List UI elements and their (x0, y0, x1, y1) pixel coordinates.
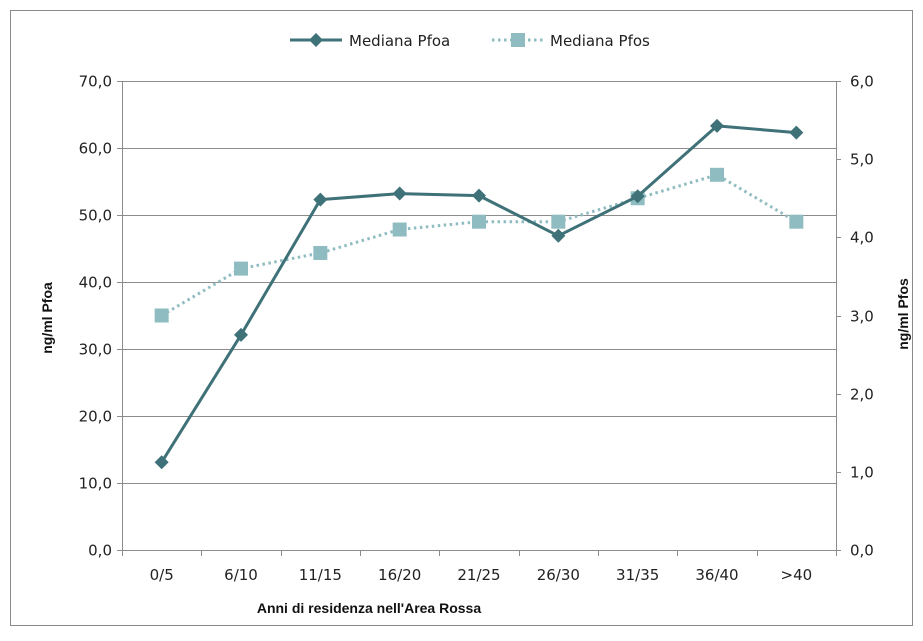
right-tick-label: 2,0 (850, 386, 874, 404)
legend-item-mediana-pfos: Mediana Pfos (492, 32, 650, 50)
data-point (234, 327, 248, 342)
data-point (234, 261, 248, 276)
left-tick-label: 20,0 (79, 408, 112, 426)
left-tick-label: 0,0 (88, 542, 112, 560)
series-mediana-pfos (154, 167, 804, 323)
x-tick-label: 31/35 (616, 566, 659, 584)
data-point (789, 125, 804, 140)
y-axis-title-left: ng/ml Pfoa (39, 282, 55, 354)
series-mediana-pfoa (154, 118, 804, 470)
x-tick-label: >40 (781, 566, 813, 584)
data-point (710, 118, 724, 133)
x-tick-label: 11/15 (299, 566, 342, 584)
data-point (472, 188, 486, 203)
right-tick-label: 1,0 (850, 464, 874, 482)
data-point (551, 228, 566, 243)
right-tick-label: 3,0 (850, 308, 874, 326)
x-tick-label: 36/40 (695, 566, 738, 584)
data-point (154, 455, 169, 470)
right-axis-ticks: 0,0 1,0 2,0 3,0 4,0 5,0 6,0 (836, 73, 874, 560)
legend-label: Mediana Pfoa (349, 32, 450, 50)
x-tick-label: 16/20 (378, 566, 421, 584)
series-layer (154, 118, 804, 470)
data-point (472, 214, 486, 229)
data-point (154, 308, 169, 323)
x-axis-title: Anni di residenza nell'Area Rossa (257, 600, 482, 616)
x-tick-label: 0/5 (150, 566, 174, 584)
x-tick-label: 6/10 (224, 566, 258, 584)
right-tick-label: 6,0 (850, 73, 874, 91)
data-point (630, 189, 645, 204)
legend-item-mediana-pfoa: Mediana Pfoa (290, 32, 450, 50)
right-tick-label: 4,0 (850, 229, 874, 247)
legend-label: Mediana Pfos (550, 32, 650, 50)
data-point (313, 245, 328, 260)
data-point (313, 192, 328, 207)
legend: Mediana Pfoa Mediana Pfos (290, 32, 650, 50)
legend-swatch-marker (309, 33, 323, 47)
right-tick-label: 5,0 (850, 151, 874, 169)
series-line (160, 173, 798, 317)
left-tick-label: 40,0 (79, 274, 112, 292)
data-point (392, 222, 407, 237)
chart-border (10, 10, 913, 626)
left-tick-label: 50,0 (79, 207, 112, 225)
legend-swatch-marker (511, 33, 525, 47)
left-tick-label: 60,0 (79, 140, 112, 158)
left-tick-label: 30,0 (79, 341, 112, 359)
y-axis-title-right: ng/ml Pfos (895, 278, 911, 350)
data-point (789, 214, 804, 229)
left-tick-label: 70,0 (79, 73, 112, 91)
right-tick-label: 0,0 (850, 542, 874, 560)
left-axis-ticks: 0,0 10,0 20,0 30,0 40,0 50,0 60,0 70,0 (79, 73, 122, 560)
x-tick-label: 26/30 (537, 566, 580, 584)
x-axis-ticks: 0/5 6/10 11/15 16/20 21/25 26/30 31/35 36/40 >40 (122, 550, 837, 584)
data-point (710, 167, 724, 182)
left-tick-label: 10,0 (79, 475, 112, 493)
x-tick-label: 21/25 (457, 566, 500, 584)
data-point (392, 186, 407, 201)
data-point (551, 214, 566, 229)
